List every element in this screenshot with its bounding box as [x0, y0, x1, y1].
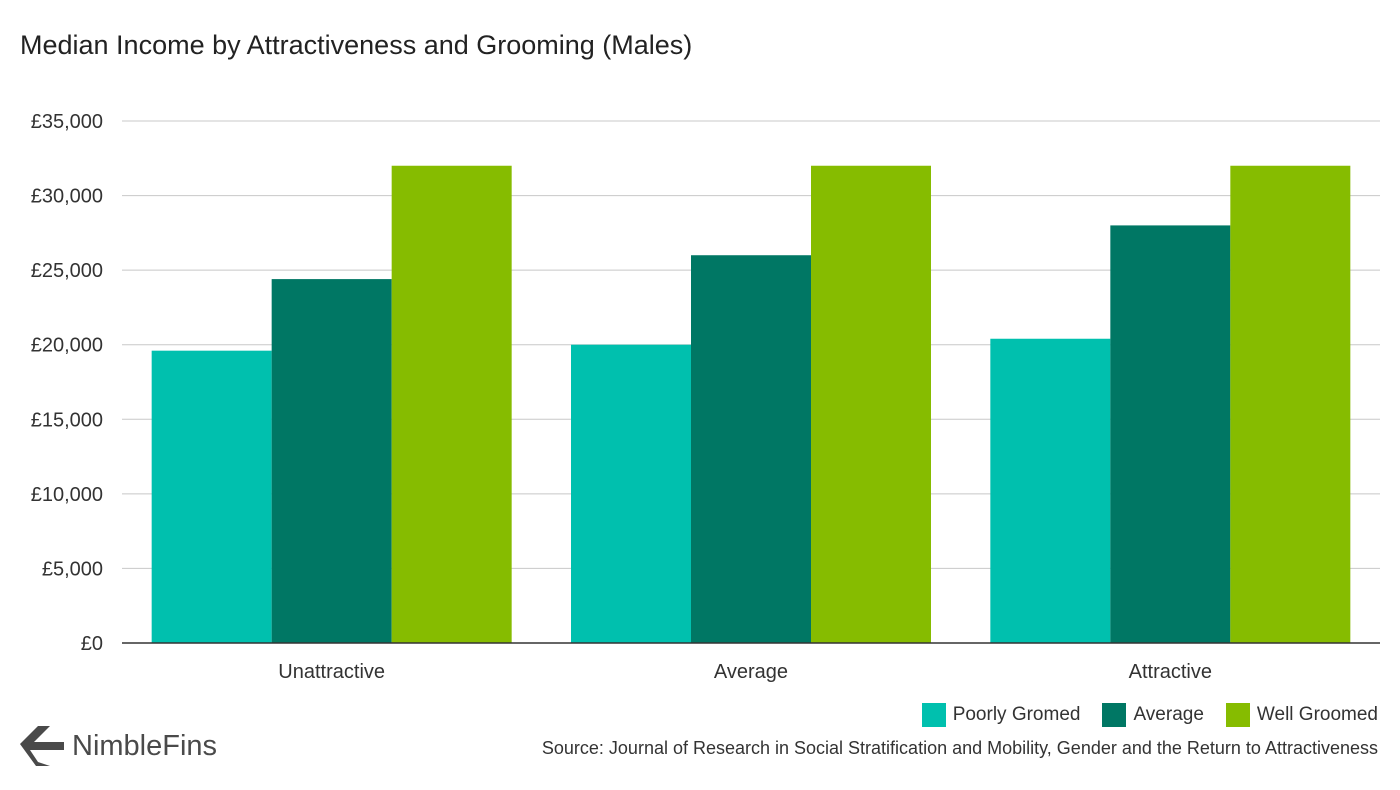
legend-label: Average: [1133, 704, 1204, 725]
legend-label: Well Groomed: [1256, 704, 1378, 725]
legend: Poorly Gromed Average Well Groomed: [900, 703, 1378, 727]
bar-average-attractive: [1110, 225, 1231, 643]
bar-poorly-gromed-average: [571, 344, 691, 643]
y-tick-label: £0: [81, 633, 103, 655]
y-axis-tick-labels: £0 £5,000 £10,000 £15,000 £20,000 £25,000 £30,…: [31, 111, 103, 655]
bar-poorly-gromed-attractive: [990, 338, 1111, 643]
y-tick-label: £25,000: [31, 260, 103, 282]
y-tick-label: £15,000: [31, 409, 103, 431]
x-category-label: Unattractive: [278, 661, 385, 683]
bar-average-unattractive: [271, 279, 392, 643]
bar-well-groomed-attractive: [1230, 165, 1351, 643]
logo-text: NimbleFins: [72, 729, 218, 762]
legend-item-average: Average: [1102, 703, 1204, 727]
brand-logo: NimbleFins: [20, 726, 217, 766]
bar-poorly-gromed-unattractive: [151, 350, 272, 643]
y-tick-label: £5,000: [42, 558, 103, 580]
y-tick-label: £10,000: [31, 484, 103, 506]
y-tick-label: £20,000: [31, 335, 103, 357]
source-note: Source: Journal of Research in Social St…: [541, 738, 1378, 758]
x-axis-category-labels: Unattractive Average Attractive: [278, 661, 1212, 683]
legend-label: Poorly Gromed: [952, 704, 1081, 725]
bars: [151, 165, 1351, 643]
legend-item-well-groomed: Well Groomed: [1225, 703, 1378, 727]
bar-well-groomed-average: [811, 165, 931, 643]
legend-swatch: [921, 703, 946, 727]
bar-average-average: [691, 255, 811, 643]
legend-swatch: [1102, 703, 1127, 727]
bar-well-groomed-unattractive: [391, 165, 512, 643]
chart-title: Median Income by Attractiveness and Groo…: [20, 30, 693, 60]
x-category-label: Attractive: [1129, 661, 1212, 683]
y-tick-label: £35,000: [31, 111, 103, 133]
nimblefins-chevron-icon: [20, 726, 64, 766]
x-category-label: Average: [714, 661, 788, 683]
bar-chart: £0 £5,000 £10,000 £15,000 £20,000 £25,000 £30,…: [31, 111, 1380, 683]
legend-swatch: [1225, 703, 1250, 727]
y-tick-label: £30,000: [31, 186, 103, 208]
legend-item-poorly-groomed: Poorly Gromed: [921, 703, 1081, 727]
